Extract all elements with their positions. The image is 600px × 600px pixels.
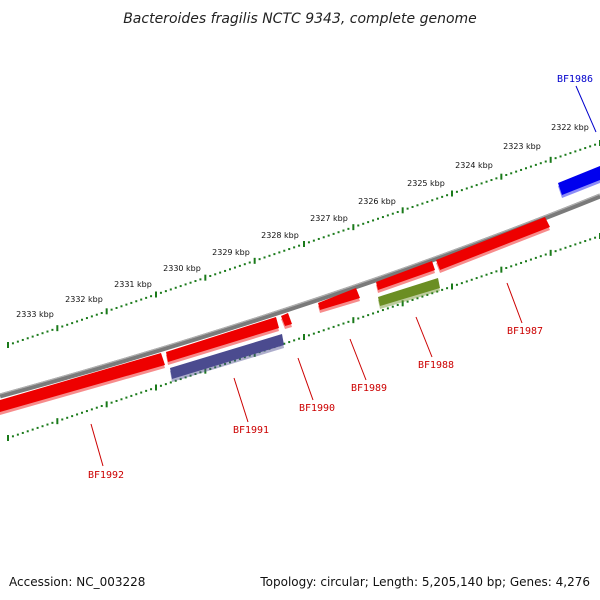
gene-segment-bf1987-body [376,261,435,290]
scale-label: 2325 kbp [407,179,445,188]
gene-bf1989-body [318,288,360,310]
gene-bf1988-body [378,278,440,306]
gene-leader-line [575,85,597,133]
scale-label: 2331 kbp [114,280,152,289]
map-title: Bacteroides fragilis NCTC 9343, complete… [123,11,477,27]
gene-bf1990[interactable] [281,313,292,329]
gene-bf1992[interactable] [0,353,165,415]
gene-bf1991-body [170,334,284,379]
gene-bf1988[interactable] [378,278,440,309]
scale-label: 2322 kbp [551,123,589,132]
gene-bf1987-body [436,217,550,270]
scale-label: 2326 kbp [358,197,396,206]
gene-label[interactable]: BF1991 [233,425,269,436]
gene-label[interactable]: BF1986 [557,74,593,85]
gene-bf1990-body [281,313,292,326]
gene-bf1989[interactable] [318,288,360,313]
inner-tick-track [7,233,600,441]
genome-backbone-highlight [0,193,600,395]
gene-segment-bf1990[interactable] [166,317,279,365]
scale-label: 2332 kbp [65,295,103,304]
gene-labels: BF1986 BF1987 BF1988 BF1989 BF1990 BF1991 BF19… [88,74,597,481]
gene-features [0,166,600,415]
scale-label: 2327 kbp [310,214,348,223]
gene-leader-line [415,316,433,358]
scale-labels: 2322 kbp 2323 kbp 2324 kbp 2325 kbp 2326 kbp… [16,123,589,319]
scale-label: 2324 kbp [455,161,493,170]
genome-summary-text: Topology: circular; Length: 5,205,140 bp… [259,575,590,589]
gene-bf1992-body [0,353,165,412]
gene-segment-bf1990-body [166,317,279,362]
gene-label[interactable]: BF1990 [299,403,335,414]
scale-label: 2329 kbp [212,248,250,257]
gene-label[interactable]: BF1989 [351,383,387,394]
scale-label: 2328 kbp [261,231,299,240]
gene-leader-line [297,357,314,401]
gene-label[interactable]: BF1987 [507,326,543,337]
gene-leader-line [349,338,367,381]
gene-bf1986-body [558,166,600,195]
gene-leader-line [90,423,104,467]
gene-leader-line [233,377,249,423]
scale-label: 2333 kbp [16,310,54,319]
scale-label: 2330 kbp [163,264,201,273]
gene-bf1991[interactable] [170,334,284,382]
gene-label[interactable]: BF1992 [88,470,124,481]
outer-tick-track [7,140,600,348]
gene-bf1986[interactable] [558,166,600,198]
gene-leader-line [506,282,523,324]
gene-label[interactable]: BF1988 [418,360,454,371]
accession-text: Accession: NC_003228 [9,575,145,589]
gene-segment-bf1987[interactable] [376,261,435,293]
gene-bf1987[interactable] [436,217,550,273]
scale-label: 2323 kbp [503,142,541,151]
